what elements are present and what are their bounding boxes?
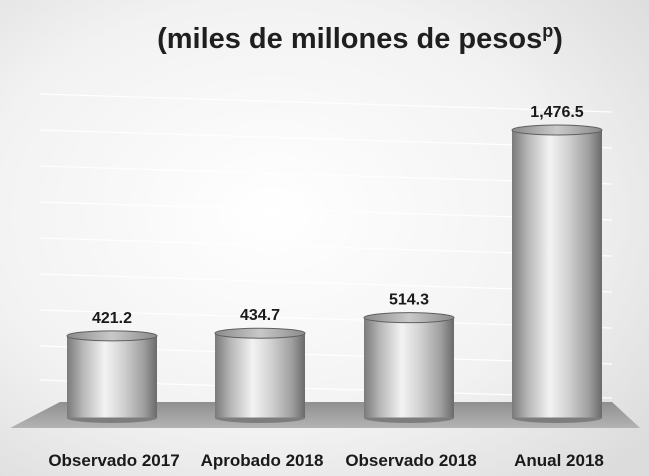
data-labels: 421.2 434.7 514.3 1,476.5 (92, 104, 584, 327)
bar (214, 327, 306, 423)
category-label: Observado 2018 (345, 451, 476, 470)
value-label: 421.2 (92, 310, 132, 327)
chart-title: (miles de millones de pesosp) (157, 21, 563, 55)
value-label: 1,476.5 (530, 104, 583, 121)
bar-series (66, 124, 603, 423)
value-label: 434.7 (240, 307, 280, 324)
category-label: Aprobado 2018 (201, 451, 324, 470)
bar (511, 124, 603, 423)
category-axis: Observado 2017 Aprobado 2018 Observado 201… (48, 451, 604, 470)
category-label: Observado 2017 (48, 451, 179, 470)
category-label: Anual 2018 (514, 451, 604, 470)
gridline (39, 93, 613, 113)
chart-floor (10, 402, 640, 428)
bar (363, 312, 455, 423)
value-label: 514.3 (389, 292, 429, 309)
bar (66, 330, 158, 423)
